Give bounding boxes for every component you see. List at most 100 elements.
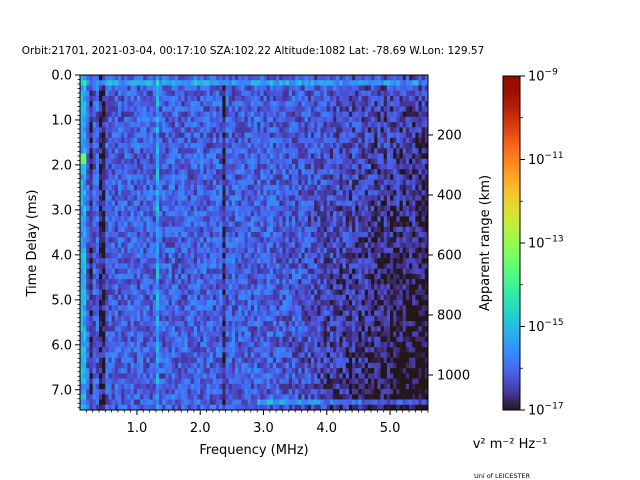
heatmap-cell	[266, 305, 271, 311]
heatmap-cell	[298, 258, 302, 264]
heatmap-cell	[203, 252, 207, 259]
heatmap-cell	[333, 242, 337, 249]
heatmap-cell	[238, 263, 242, 270]
heatmap-cell	[231, 242, 236, 249]
heatmap-cell	[276, 263, 280, 270]
heatmap-cell	[405, 132, 410, 139]
heatmap-cell	[105, 122, 109, 128]
heatmap-cell	[86, 273, 90, 280]
heatmap-cell	[390, 263, 394, 270]
heatmap-cell	[386, 143, 391, 149]
heatmap-cell	[304, 75, 309, 81]
heatmap-cell	[187, 174, 192, 181]
heatmap-cell	[326, 148, 331, 154]
heatmap-cell	[361, 200, 366, 207]
heatmap-cell	[405, 143, 410, 149]
heatmap-cell	[225, 211, 230, 217]
heatmap-cell	[342, 237, 347, 243]
heatmap-cell	[317, 200, 321, 207]
heatmap-cell	[193, 101, 198, 107]
heatmap-cell	[377, 216, 381, 222]
heatmap-cell	[121, 279, 125, 285]
heatmap-cell	[298, 232, 302, 238]
heatmap-cell	[171, 122, 176, 128]
heatmap-cell	[86, 232, 90, 238]
heatmap-cell	[402, 174, 407, 181]
heatmap-cell	[355, 263, 359, 270]
heatmap-cell	[257, 289, 261, 296]
heatmap-cell	[399, 111, 404, 118]
heatmap-cell	[276, 132, 280, 139]
heatmap-cell	[380, 289, 385, 296]
heatmap-cell	[279, 284, 283, 291]
heatmap-cell	[159, 127, 163, 133]
heatmap-cell	[288, 216, 293, 222]
heatmap-cell	[326, 116, 331, 123]
heatmap-cell	[222, 252, 226, 259]
heatmap-cell	[80, 216, 84, 222]
heatmap-cell	[282, 190, 287, 196]
heatmap-cell	[364, 216, 369, 222]
heatmap-cell	[108, 247, 113, 254]
heatmap-cell	[209, 279, 214, 285]
heatmap-cell	[130, 132, 135, 139]
heatmap-cell	[320, 247, 324, 254]
heatmap-cell	[247, 247, 252, 254]
heatmap-cell	[124, 153, 128, 160]
heatmap-cell	[282, 284, 287, 291]
heatmap-cell	[83, 127, 87, 133]
heatmap-cell	[345, 143, 350, 149]
heatmap-cell	[279, 75, 283, 81]
heatmap-cell	[165, 184, 169, 191]
heatmap-cell	[92, 258, 97, 264]
heatmap-cell	[143, 273, 147, 280]
heatmap-cell	[304, 273, 309, 280]
heatmap-cell	[127, 216, 132, 222]
heatmap-cell	[304, 111, 309, 118]
heatmap-cell	[288, 211, 293, 217]
heatmap-cell	[159, 211, 163, 217]
heatmap-cell	[260, 90, 264, 97]
heatmap-cell	[235, 247, 239, 254]
heatmap-cell	[181, 289, 185, 296]
heatmap-cell	[133, 132, 138, 139]
heatmap-cell	[235, 268, 239, 275]
heatmap-cell	[174, 200, 179, 207]
heatmap-cell	[114, 252, 119, 259]
heatmap-cell	[95, 310, 100, 317]
heatmap-cell	[288, 158, 293, 165]
heatmap-cell	[405, 237, 410, 243]
heatmap-cell	[380, 127, 385, 133]
heatmap-cell	[184, 122, 188, 128]
heatmap-cell	[298, 80, 302, 86]
heatmap-cell	[333, 85, 337, 92]
heatmap-cell	[95, 211, 100, 217]
heatmap-cell	[184, 169, 188, 175]
heatmap-cell	[168, 116, 173, 123]
heatmap-cell	[291, 195, 296, 202]
heatmap-cell	[295, 284, 299, 291]
heatmap-cell	[355, 127, 359, 133]
heatmap-cell	[377, 195, 381, 202]
heatmap-cell	[336, 305, 340, 311]
heatmap-cell	[203, 232, 207, 238]
heatmap-cell	[190, 153, 195, 160]
heatmap-cell	[80, 85, 84, 92]
heatmap-cell	[364, 158, 369, 165]
heatmap-cell	[95, 127, 100, 133]
heatmap-cell	[323, 179, 328, 186]
heatmap-cell	[241, 273, 245, 280]
heatmap-cell	[250, 158, 255, 165]
heatmap-cell	[89, 237, 94, 243]
heatmap-cell	[399, 268, 404, 275]
heatmap-cell	[162, 294, 166, 301]
heatmap-cell	[342, 268, 347, 275]
heatmap-cell	[409, 190, 413, 196]
heatmap-cell	[127, 211, 132, 217]
heatmap-cell	[184, 232, 188, 238]
heatmap-cell	[187, 111, 192, 118]
heatmap-cell	[212, 211, 217, 217]
heatmap-cell	[219, 284, 223, 291]
heatmap-cell	[235, 132, 239, 139]
heatmap-cell	[269, 137, 274, 144]
